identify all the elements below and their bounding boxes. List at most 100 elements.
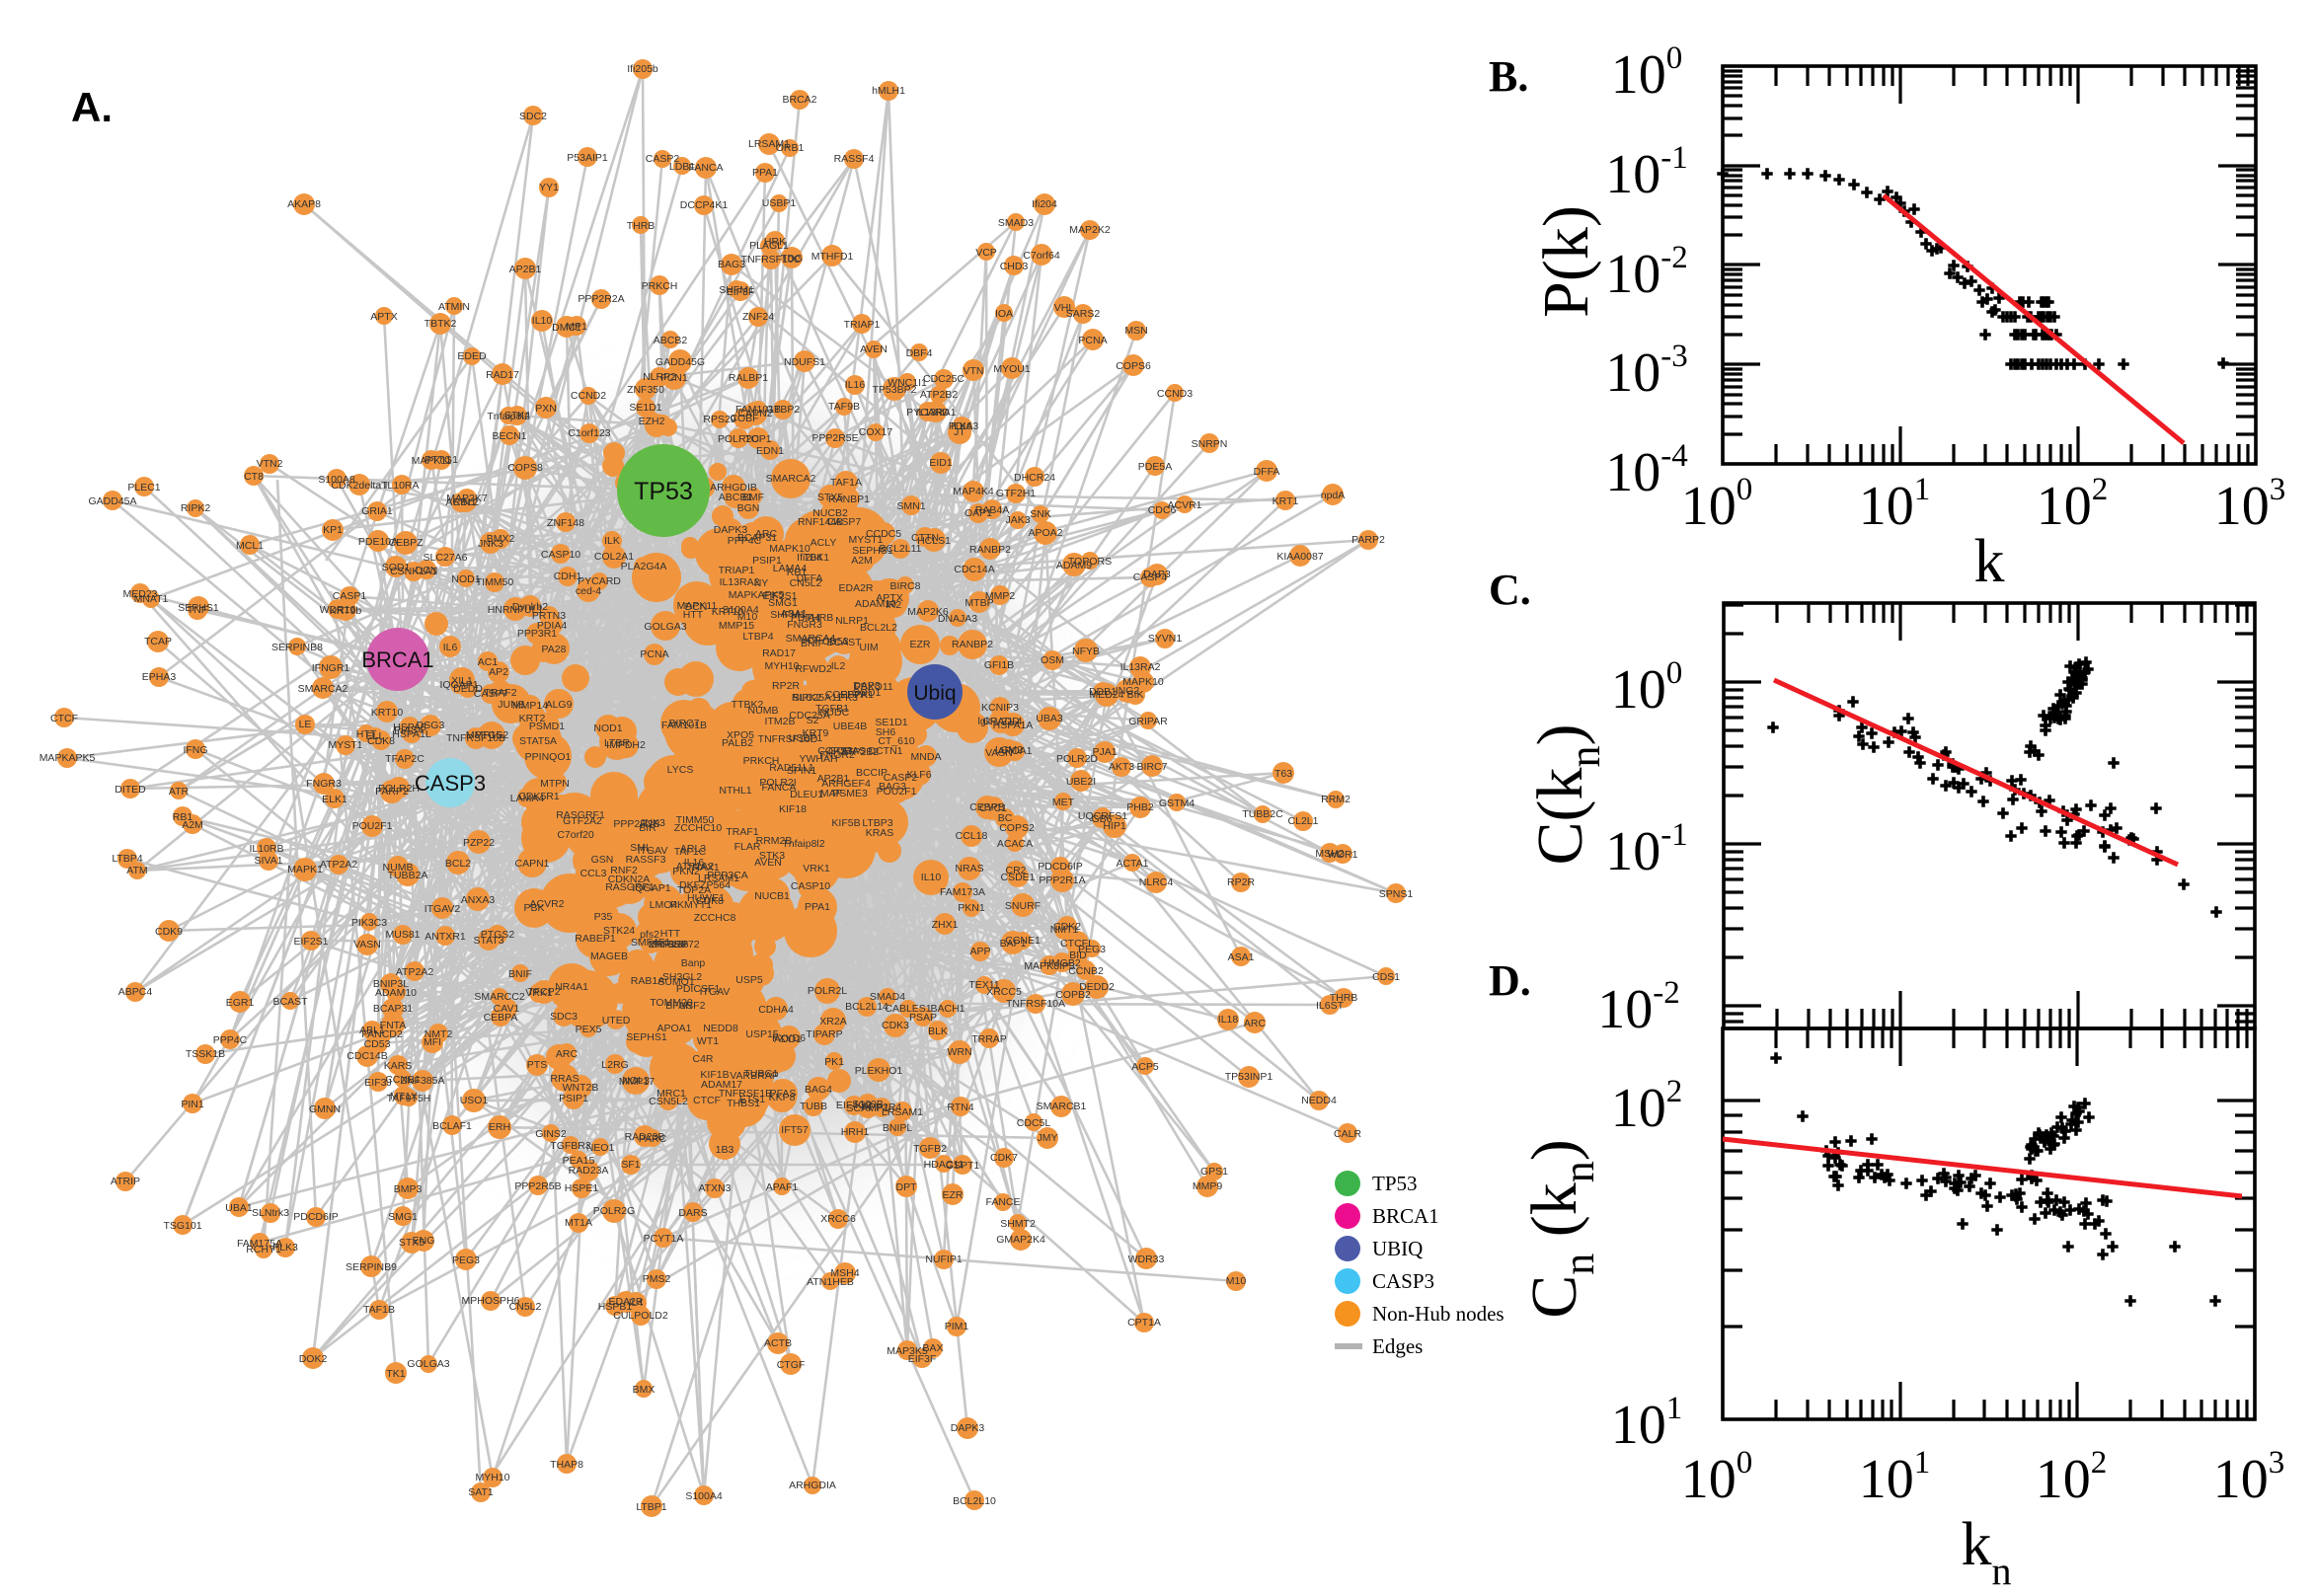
svg-text:SMG1: SMG1 [768, 597, 798, 609]
svg-text:CDC14A: CDC14A [954, 564, 994, 575]
svg-text:CAV1: CAV1 [494, 1003, 520, 1015]
svg-text:TRIAP1: TRIAP1 [719, 565, 755, 576]
svg-text:RANBP1: RANBP1 [828, 494, 870, 505]
svg-text:GFI1B: GFI1B [984, 659, 1014, 671]
svg-text:RANBP2: RANBP2 [952, 639, 993, 650]
svg-text:SLC27A6: SLC27A6 [424, 552, 468, 564]
svg-text:PLEC1: PLEC1 [127, 482, 160, 494]
svg-text:POLR2G: POLR2G [593, 1205, 636, 1217]
svg-text:PPP2R5E: PPP2R5E [811, 432, 858, 444]
svg-text:NEDD4: NEDD4 [1301, 1095, 1337, 1106]
svg-text:STX5: STX5 [399, 1237, 425, 1249]
svg-text:PDE10A: PDE10A [358, 536, 398, 548]
svg-text:FANCE: FANCE [985, 1196, 1020, 1208]
svg-text:Dynlrb2: Dynlrb2 [512, 601, 548, 613]
svg-text:P53AIP1: P53AIP1 [567, 152, 608, 164]
svg-text:GMNN: GMNN [309, 1103, 341, 1115]
svg-text:TIMM50: TIMM50 [476, 576, 514, 588]
svg-text:BIR: BIR [639, 822, 656, 834]
svg-text:XR2A: XR2A [819, 1016, 846, 1027]
svg-text:CCNE1: CCNE1 [1005, 935, 1041, 947]
svg-text:MMP2: MMP2 [985, 590, 1015, 602]
svg-text:ILK: ILK [604, 535, 620, 547]
svg-text:POLR2L: POLR2L [808, 985, 847, 997]
svg-text:SE1D1: SE1D1 [629, 402, 661, 414]
svg-text:CASP10: CASP10 [541, 549, 580, 561]
svg-text:EDN1: EDN1 [756, 445, 784, 457]
svg-text:IOA: IOA [995, 308, 1013, 320]
svg-text:PPP2R5B: PPP2R5B [514, 1180, 561, 1192]
svg-text:CHD3: CHD3 [1000, 261, 1029, 272]
svg-text:CDK2: CDK2 [1053, 921, 1081, 933]
svg-text:KRT10: KRT10 [371, 707, 404, 719]
svg-text:PARP2: PARP2 [1351, 534, 1385, 546]
svg-text:GINS2: GINS2 [535, 1128, 567, 1140]
svg-text:IL13RA1: IL13RA1 [916, 407, 957, 418]
svg-text:DOK2: DOK2 [299, 1353, 328, 1365]
svg-text:MT1A: MT1A [565, 1217, 592, 1229]
svg-text:WDR33: WDR33 [1128, 1254, 1165, 1265]
svg-text:PEX5: PEX5 [576, 1024, 602, 1035]
svg-text:USBP1: USBP1 [762, 197, 797, 209]
svg-text:DARS: DARS [678, 1207, 707, 1219]
svg-text:MAGEB: MAGEB [590, 950, 628, 962]
svg-text:KCNIP3: KCNIP3 [981, 702, 1019, 714]
svg-text:JMY: JMY [1038, 1132, 1058, 1144]
svg-text:MNDA: MNDA [911, 751, 942, 763]
svg-text:IL16: IL16 [845, 379, 866, 391]
svg-text:TSSK1B: TSSK1B [186, 1048, 225, 1060]
svg-text:VRK1: VRK1 [525, 987, 553, 999]
svg-text:UBA3: UBA3 [1036, 713, 1063, 724]
svg-text:SOD1: SOD1 [382, 562, 411, 573]
svg-text:FNGR3: FNGR3 [306, 778, 342, 790]
svg-text:TUBG1: TUBG1 [743, 1068, 778, 1080]
svg-text:DCCP4K1: DCCP4K1 [680, 199, 729, 211]
svg-text:D.: D. [1489, 956, 1531, 1005]
svg-text:GOLGA3: GOLGA3 [407, 1358, 449, 1370]
svg-text:JNK3: JNK3 [478, 538, 503, 550]
svg-text:BNIPL: BNIPL [883, 1122, 913, 1134]
svg-text:SLC25A11: SLC25A11 [793, 692, 842, 704]
svg-text:ABCB2: ABCB2 [654, 335, 688, 346]
svg-text:RANBP2: RANBP2 [969, 544, 1011, 556]
svg-text:FLAR: FLAR [734, 841, 761, 853]
svg-text:npdA: npdA [1321, 490, 1346, 501]
svg-text:ANXA3: ANXA3 [461, 894, 496, 906]
svg-text:CDK2deltaT: CDK2deltaT [331, 480, 388, 492]
svg-text:XRCC6: XRCC6 [820, 1213, 856, 1225]
svg-text:PDCD6IP: PDCD6IP [1038, 861, 1083, 873]
svg-text:SMARCA4: SMARCA4 [786, 633, 836, 645]
svg-text:YWHAH: YWHAH [799, 753, 837, 765]
svg-text:NLRP1: NLRP1 [835, 615, 869, 627]
svg-text:LRSAM1: LRSAM1 [748, 138, 790, 150]
svg-text:ADAM10: ADAM10 [855, 598, 896, 610]
svg-text:CASP3: CASP3 [415, 771, 486, 796]
svg-text:Tnfaip8l2: Tnfaip8l2 [487, 411, 529, 422]
svg-text:MYOU1: MYOU1 [993, 363, 1031, 375]
svg-text:IL6: IL6 [443, 642, 458, 653]
svg-text:IFNGR1: IFNGR1 [312, 662, 350, 674]
svg-text:USO1: USO1 [460, 1095, 489, 1106]
svg-text:JUNB: JUNB [498, 699, 524, 711]
svg-text:PXN: PXN [535, 403, 557, 415]
svg-text:IL2: IL2 [831, 660, 846, 672]
svg-text:CCDC5: CCDC5 [866, 528, 901, 540]
svg-text:k: k [1974, 528, 2005, 595]
svg-text:RNF144B: RNF144B [798, 516, 843, 528]
svg-text:RTN4: RTN4 [947, 1102, 973, 1113]
svg-text:SLNtrk3: SLNtrk3 [252, 1207, 289, 1219]
svg-text:KRT1: KRT1 [1273, 495, 1299, 507]
svg-text:CDK8: CDK8 [367, 735, 395, 747]
svg-text:EIF2S1: EIF2S1 [293, 936, 328, 948]
svg-text:GTF2H1: GTF2H1 [996, 488, 1036, 499]
svg-text:BCCIP: BCCIP [856, 767, 888, 779]
svg-text:CR2: CR2 [1005, 865, 1026, 876]
svg-text:CD53: CD53 [364, 1038, 391, 1050]
svg-text:EZH2: EZH2 [639, 416, 665, 427]
svg-text:PCNA: PCNA [640, 648, 668, 660]
svg-text:AKT3: AKT3 [1109, 761, 1134, 773]
svg-text:RALBP1: RALBP1 [729, 372, 768, 384]
svg-text:SHFM1: SHFM1 [719, 284, 754, 296]
svg-text:BECN1: BECN1 [492, 430, 526, 442]
svg-text:DFFA: DFFA [1254, 466, 1280, 478]
